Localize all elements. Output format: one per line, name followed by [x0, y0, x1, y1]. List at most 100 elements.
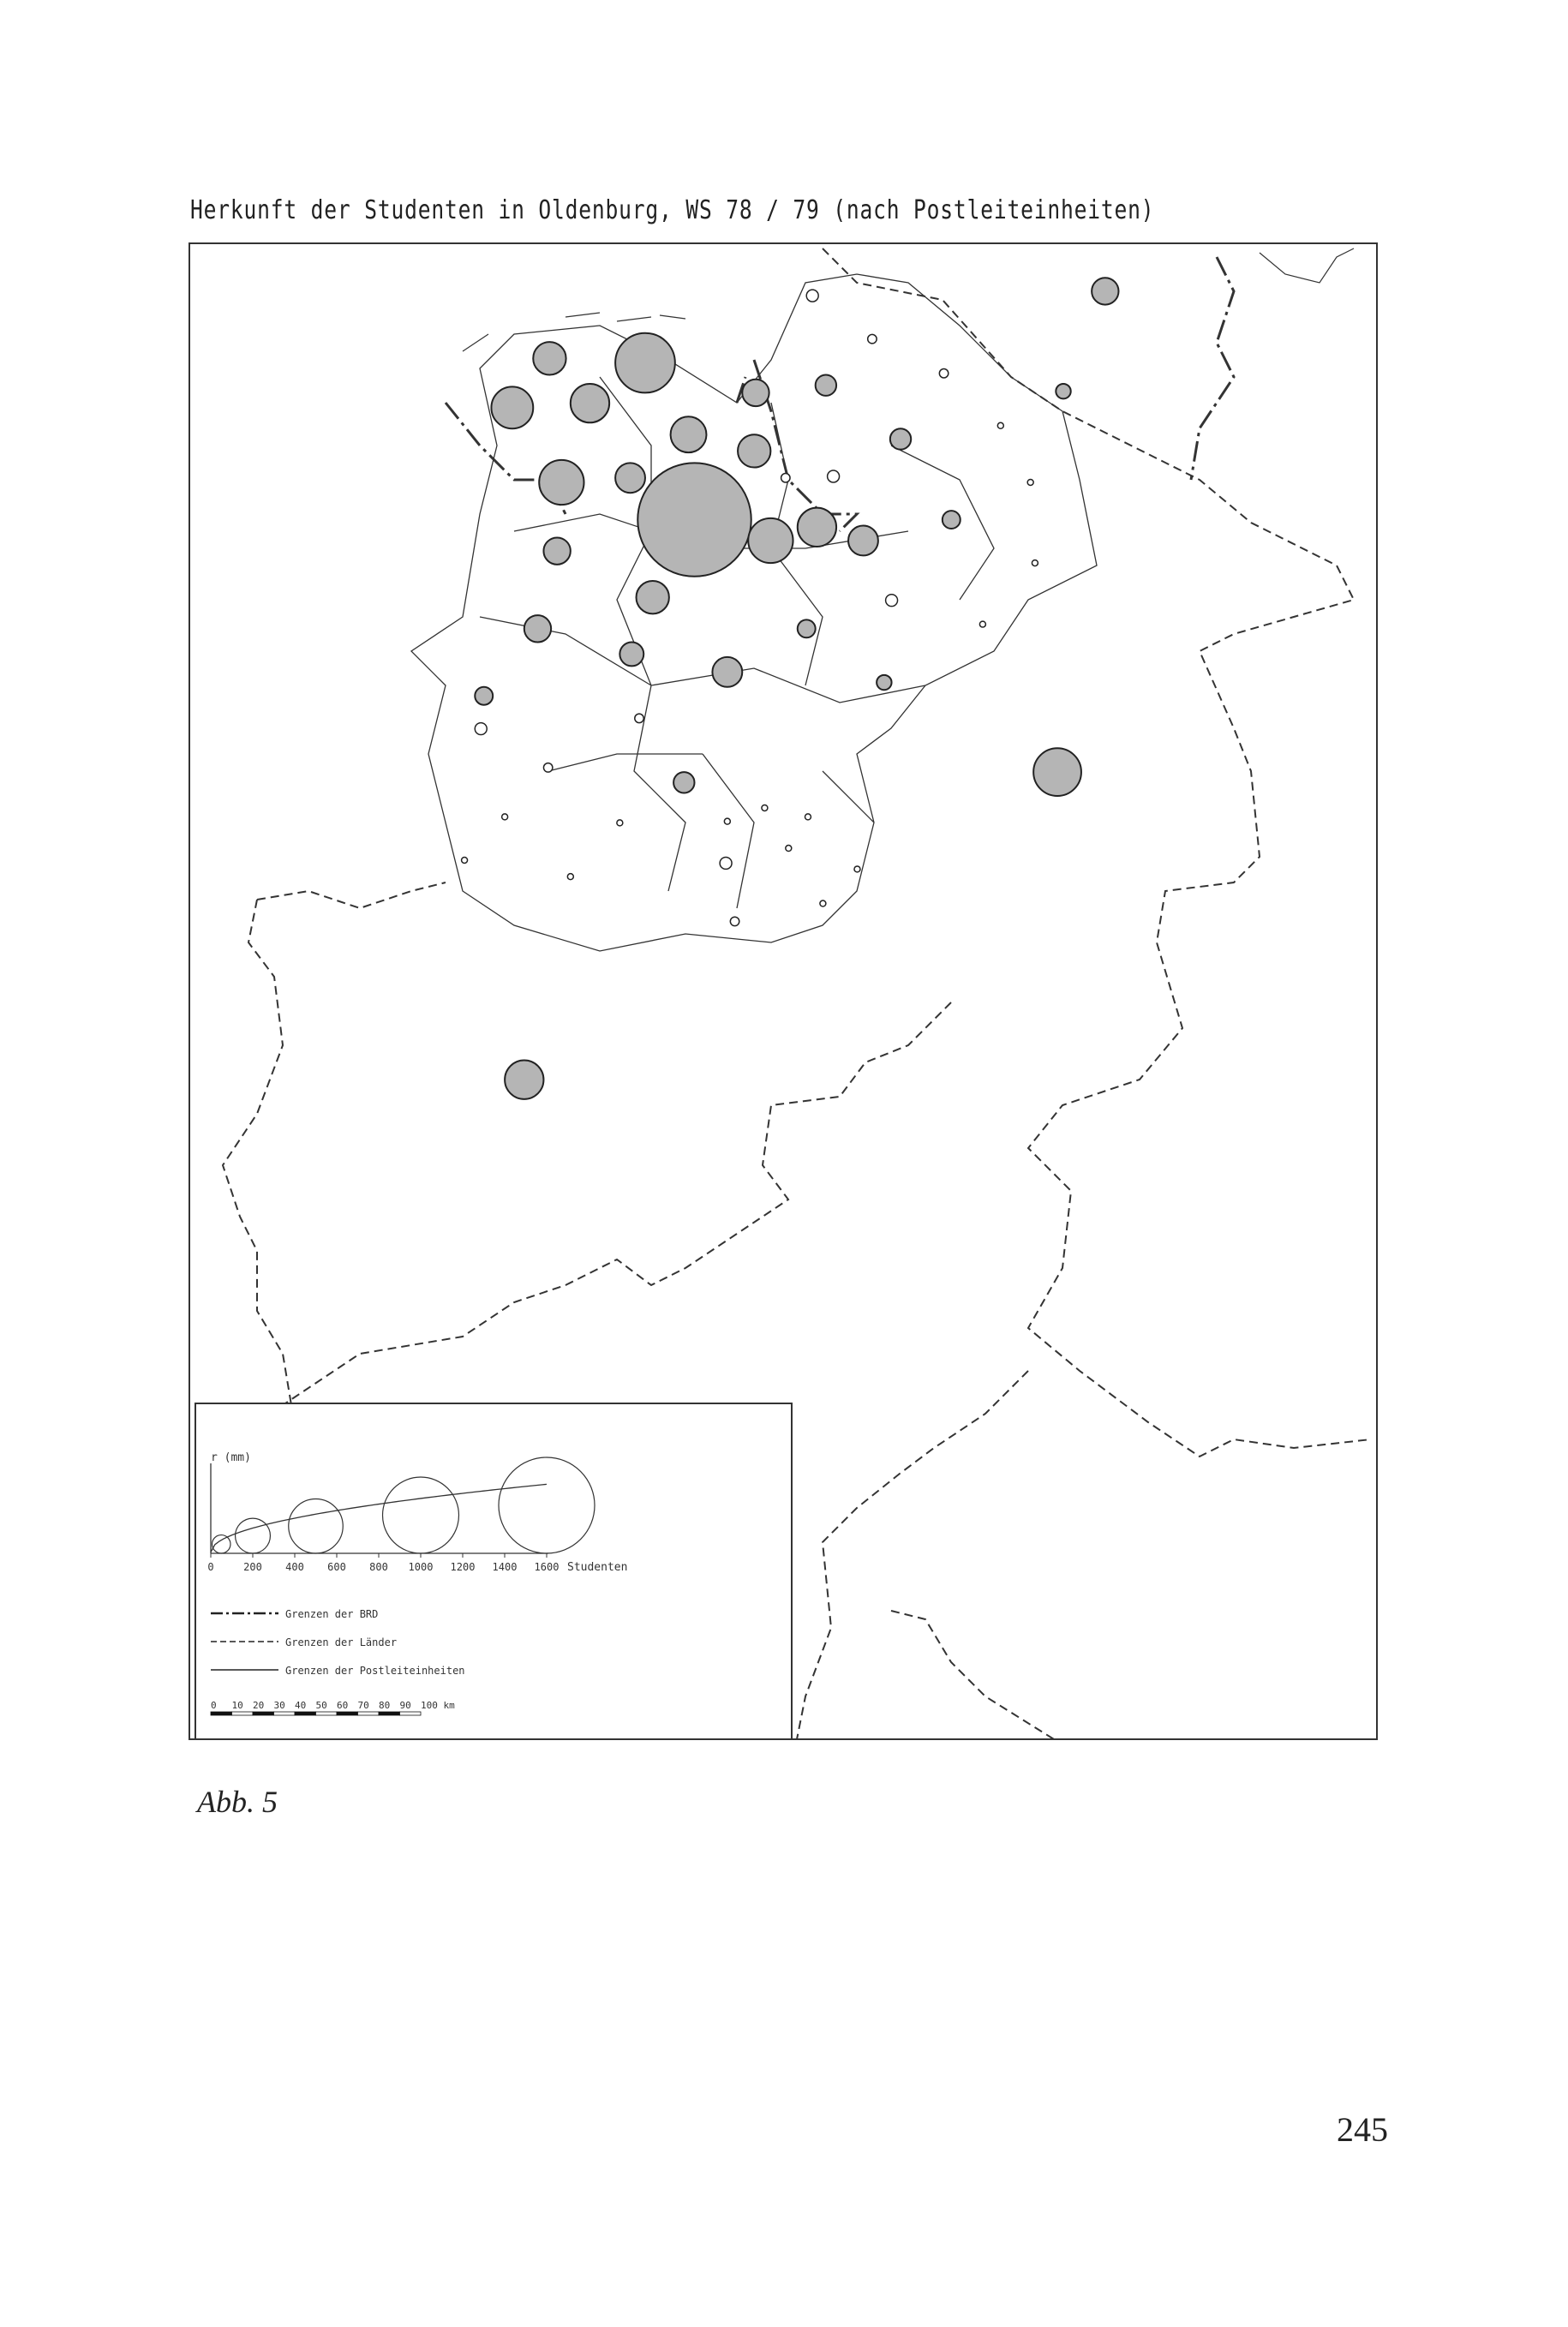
laender-boundaries [221, 248, 1372, 1740]
legend-x-tick-label: 1400 [493, 1561, 518, 1573]
legend-x-tick-label: 1600 [535, 1561, 560, 1573]
student-origin-circle [523, 614, 553, 643]
student-origin-circle [941, 510, 961, 530]
student-origin-circles [460, 277, 1120, 1100]
student-origin-circle [785, 844, 793, 852]
scale-bar-label: 40 [295, 1700, 306, 1711]
legend-x-tick-label: 200 [243, 1561, 262, 1573]
student-origin-circle [938, 368, 949, 379]
student-origin-circle [1055, 382, 1072, 400]
coast [462, 248, 1355, 352]
scale-bar-segment [231, 1711, 254, 1716]
student-origin-circle [719, 856, 733, 870]
student-origin-circle [996, 422, 1005, 429]
student-origin-circle [614, 332, 676, 394]
student-origin-circle [532, 341, 567, 376]
student-origin-circle [504, 1059, 545, 1100]
legend-box [195, 1403, 793, 1740]
student-origin-circle [711, 655, 744, 688]
student-origin-circle [853, 865, 861, 873]
student-origin-circle [826, 470, 841, 483]
scale-bar-segment [378, 1711, 400, 1716]
student-origin-circle [616, 819, 624, 827]
student-origin-circle [847, 524, 879, 557]
student-origin-circle [1091, 277, 1120, 306]
scale-bar-segment [210, 1711, 232, 1716]
student-origin-circle [614, 462, 646, 494]
scale-bar-label: 20 [253, 1700, 264, 1711]
student-origin-circle [761, 804, 769, 812]
scale-bar-label: 50 [316, 1700, 327, 1711]
legend-reference-circle [234, 1517, 272, 1554]
student-origin-circle [747, 517, 794, 565]
legend-line-label: Grenzen der Postleiteinheiten [285, 1665, 465, 1677]
student-origin-circle [737, 434, 772, 469]
student-origin-circle [796, 506, 838, 547]
legend-y-label: r (mm) [211, 1451, 251, 1464]
scale-bar-label: 10 [232, 1700, 243, 1711]
scale-bar-segment [315, 1711, 338, 1716]
scale-bar-segment [252, 1711, 274, 1716]
scale-bar-label: 0 [211, 1700, 217, 1711]
student-origin-circle [637, 462, 752, 577]
legend-x-tick-label: 1000 [409, 1561, 434, 1573]
student-origin-circle [634, 713, 644, 724]
figure-caption: Abb. 5 [197, 1785, 278, 1819]
student-origin-circle [866, 333, 877, 344]
student-origin-circle [1026, 478, 1034, 487]
legend-reference-circle [211, 1534, 231, 1554]
map-title: Herkunft der Studenten in Oldenburg, WS … [190, 195, 1155, 225]
scale-bar-label: 80 [379, 1700, 390, 1711]
legend-reference-circle [381, 1476, 460, 1554]
legend-x-tick-label: 1200 [451, 1561, 476, 1573]
student-origin-circle [1032, 747, 1082, 798]
student-origin-circle [741, 378, 770, 408]
student-origin-circle [460, 856, 469, 864]
scale-bar-label: 70 [358, 1700, 369, 1711]
student-origin-circle [1031, 559, 1039, 567]
legend-x-tick-label: 800 [369, 1561, 388, 1573]
student-origin-circle [542, 536, 572, 565]
student-origin-circle [819, 900, 827, 907]
student-origin-circle [780, 472, 791, 483]
scale-bar-label: 60 [337, 1700, 348, 1711]
legend-x-tick-label: 600 [327, 1561, 346, 1573]
legend-x-unit: Studenten [567, 1561, 627, 1574]
scale-bar-label: 100 km [421, 1700, 455, 1711]
student-origin-circle [814, 374, 838, 397]
postal-region-boundaries [410, 273, 1098, 952]
scale-bar-label: 90 [400, 1700, 411, 1711]
legend-reference-circle [288, 1498, 344, 1554]
legend-reference-circle [498, 1457, 595, 1554]
scale-bar-segment [336, 1711, 358, 1716]
legend-line-label: Grenzen der Länder [285, 1636, 397, 1648]
student-origin-circle [796, 619, 817, 639]
legend-radius-curve [210, 1483, 548, 1552]
scale-bar-segment [273, 1711, 296, 1716]
legend-line-label: Grenzen der BRD [285, 1608, 378, 1620]
student-origin-circle [669, 416, 708, 454]
student-origin-circle [804, 813, 812, 821]
student-origin-circle [538, 458, 585, 506]
student-origin-circle [474, 685, 494, 706]
student-origin-circle [729, 916, 740, 927]
student-origin-circle [805, 289, 819, 302]
student-origin-circle [889, 428, 913, 451]
student-origin-circle [673, 771, 696, 794]
scale-bar-label: 30 [274, 1700, 285, 1711]
scale-bar-segment [399, 1711, 422, 1716]
student-origin-circle [979, 620, 987, 628]
student-origin-circle [500, 813, 509, 821]
student-origin-circle [876, 673, 893, 691]
scale-bar-segment [357, 1711, 380, 1716]
student-origin-circle [635, 580, 670, 615]
student-origin-circle [723, 817, 732, 825]
student-origin-circle [884, 593, 899, 607]
legend: r (mm) 0 200 400 600 800 1000 1200 1400 1600 Stu… [195, 1403, 793, 1740]
student-origin-circle [474, 721, 488, 736]
student-origin-circle [566, 872, 575, 881]
student-origin-circle [490, 386, 535, 430]
legend-x-tick-label: 400 [285, 1561, 304, 1573]
legend-x-tick-label: 0 [207, 1561, 213, 1573]
